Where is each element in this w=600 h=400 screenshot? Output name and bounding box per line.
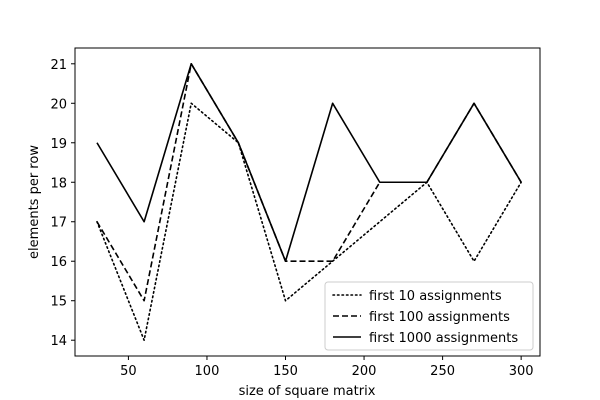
series-line-solid (96, 62, 522, 263)
x-tick-label: 100 (195, 364, 220, 379)
x-tick-label: 300 (509, 364, 534, 379)
x-tick-label: 150 (273, 364, 298, 379)
y-tick-label: 14 (50, 334, 67, 349)
y-tick-label: 20 (50, 97, 67, 112)
y-tick-label: 17 (50, 216, 67, 231)
x-tick-label: 200 (352, 364, 377, 379)
legend-label: first 10 assignments (369, 289, 502, 304)
series-line-dotted (96, 102, 522, 342)
legend-box (324, 281, 534, 351)
y-tick-label: 21 (50, 58, 67, 73)
legend-label: first 1000 assignments (369, 331, 518, 346)
y-tick-label: 16 (50, 255, 67, 270)
x-axis-label: size of square matrix (239, 384, 376, 399)
y-tick-label: 18 (50, 176, 67, 191)
legend: first 10 assignments first 100 assignment… (324, 281, 534, 351)
series-layer (96, 62, 522, 342)
x-tick-label: 250 (430, 364, 455, 379)
y-axis: 14 15 16 17 18 19 20 21 (50, 58, 75, 349)
x-tick-label: 50 (120, 364, 137, 379)
legend-label: first 100 assignments (369, 310, 510, 325)
plot-frame (74, 47, 541, 357)
x-axis: 50 100 150 200 250 300 (120, 356, 534, 379)
y-tick-label: 19 (50, 137, 67, 152)
y-axis-label: elements per row (27, 145, 42, 259)
y-tick-label: 15 (50, 295, 67, 310)
